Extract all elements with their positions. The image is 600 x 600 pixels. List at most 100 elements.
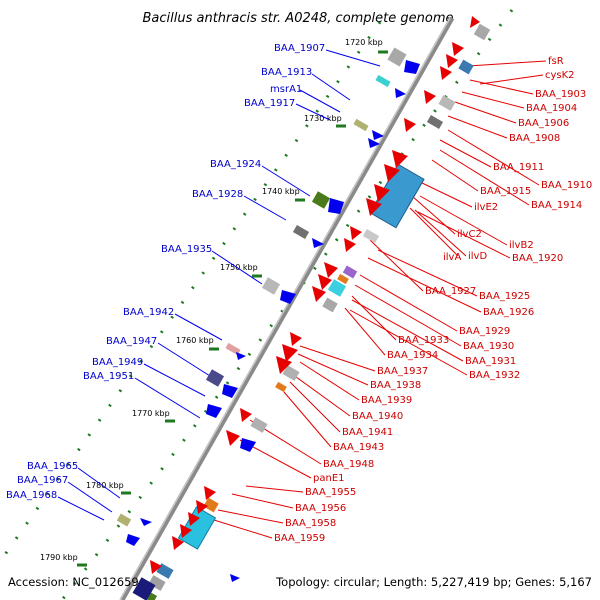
forward-gene-arrow xyxy=(276,356,292,374)
gene-label: BAA_1935 xyxy=(161,244,212,255)
gene-label: BAA_1913 xyxy=(261,67,312,78)
forward-gene-arrow xyxy=(446,54,458,68)
gene-label: ilvE2 xyxy=(474,202,498,213)
gene-box xyxy=(375,74,391,88)
gene-label: BAA_1965 xyxy=(27,461,78,472)
gene-label: BAA_1940 xyxy=(352,411,403,422)
forward-gene-arrow xyxy=(318,274,332,290)
gene-box xyxy=(205,369,225,387)
leader-line xyxy=(211,250,263,285)
leader-line xyxy=(439,149,530,206)
gene-label: BAA_1948 xyxy=(323,459,374,470)
gene-label: BAA_1938 xyxy=(370,380,421,391)
reverse-gene-arrow xyxy=(312,238,324,248)
leader-line xyxy=(469,79,534,95)
forward-gene-arrow xyxy=(324,262,338,278)
gene-label: BAA_1906 xyxy=(518,118,569,129)
gene-box xyxy=(311,191,331,209)
leader-line xyxy=(67,481,113,513)
leader-line xyxy=(311,73,351,101)
gene-label: BAA_1943 xyxy=(333,442,384,453)
forward-gene-arrow xyxy=(282,344,298,362)
gene-label: BAA_1958 xyxy=(285,518,336,529)
leader-line xyxy=(217,509,284,524)
leader-line xyxy=(414,209,467,257)
reverse-gene-arrow xyxy=(222,384,238,398)
gene-box xyxy=(250,417,268,433)
kbp-label: 1780 kbp xyxy=(86,481,124,490)
leader-line xyxy=(77,467,121,499)
gene-label: ilvB2 xyxy=(509,240,534,251)
leader-line xyxy=(143,363,206,397)
gene-box xyxy=(353,118,369,132)
reverse-strand-genes xyxy=(126,60,420,582)
gene-box xyxy=(292,225,310,239)
leader-line xyxy=(295,103,331,121)
right-gene-labels: fsR cysK2 BAA_1903 BAA_1904 BAA_1906 BAA… xyxy=(274,56,592,544)
map-title: Bacillus anthracis str. A0248, complete … xyxy=(142,11,453,26)
gene-label: BAA_1932 xyxy=(469,370,520,381)
genome-backbone-highlight xyxy=(119,17,451,600)
reverse-gene-arrow xyxy=(328,198,344,214)
gene-box xyxy=(337,273,349,285)
reverse-gene-arrow xyxy=(206,404,222,418)
forward-gene-arrow xyxy=(374,184,390,202)
leader-line xyxy=(351,299,464,362)
reverse-gene-arrow xyxy=(230,574,240,582)
leader-line xyxy=(289,381,341,433)
leader-line xyxy=(419,195,508,246)
gene-label: BAA_1915 xyxy=(480,186,531,197)
gene-label: BAA_1968 xyxy=(6,490,57,501)
kbp-tick-marks xyxy=(77,50,388,567)
gene-label: msrA1 xyxy=(270,84,302,95)
forward-gene-arrow xyxy=(366,198,382,216)
leader-line xyxy=(325,49,381,67)
gene-box xyxy=(438,95,456,111)
gene-label: BAA_1934 xyxy=(387,350,438,361)
leader-line xyxy=(245,485,304,493)
forward-gene-arrow xyxy=(404,118,416,132)
gene-label: BAA_1930 xyxy=(463,341,514,352)
kbp-label: 1760 kbp xyxy=(176,336,214,345)
gene-label: BAA_1929 xyxy=(459,326,510,337)
reverse-gene-arrow xyxy=(280,290,296,304)
leader-line xyxy=(351,295,397,341)
forward-strand-genes xyxy=(150,16,480,574)
kbp-label: 1790 kbp xyxy=(40,553,78,562)
forward-gene-arrow xyxy=(196,500,208,514)
gene-label: BAA_1904 xyxy=(526,103,577,114)
forward-gene-arrow xyxy=(150,560,162,574)
leader-line xyxy=(261,165,311,197)
gene-label: ilvC2 xyxy=(457,229,482,240)
leader-line xyxy=(454,101,517,124)
forward-gene-arrow xyxy=(350,226,362,240)
leader-line xyxy=(359,274,458,332)
leader-line xyxy=(461,91,525,109)
operon-block xyxy=(177,506,217,550)
genome-summary-text: Topology: circular; Length: 5,227,419 bp… xyxy=(275,575,592,589)
leader-line xyxy=(349,309,468,376)
leader-line xyxy=(134,377,201,419)
forward-gene-arrow xyxy=(470,16,480,28)
gene-label: BAA_1920 xyxy=(512,253,563,264)
gene-label: BAA_1910 xyxy=(541,180,592,191)
leader-line xyxy=(299,361,360,401)
reverse-gene-arrow xyxy=(240,438,256,452)
leader-line xyxy=(431,159,479,192)
leader-line xyxy=(447,129,540,186)
leader-line xyxy=(417,211,511,259)
kbp-label: 1750 kbp xyxy=(220,263,258,272)
forward-gene-arrow xyxy=(452,42,464,56)
gene-box xyxy=(282,365,300,381)
leader-line xyxy=(354,284,462,347)
reverse-gene-arrow xyxy=(404,60,420,74)
forward-gene-arrow xyxy=(344,238,356,252)
gene-label: BAA_1967 xyxy=(17,475,68,486)
gene-box xyxy=(322,297,338,313)
reverse-gene-arrow xyxy=(368,138,380,148)
leader-line xyxy=(479,74,544,85)
gene-label: BAA_1925 xyxy=(479,291,530,302)
genome-backbone xyxy=(119,16,455,600)
forward-gene-arrow xyxy=(312,286,326,302)
